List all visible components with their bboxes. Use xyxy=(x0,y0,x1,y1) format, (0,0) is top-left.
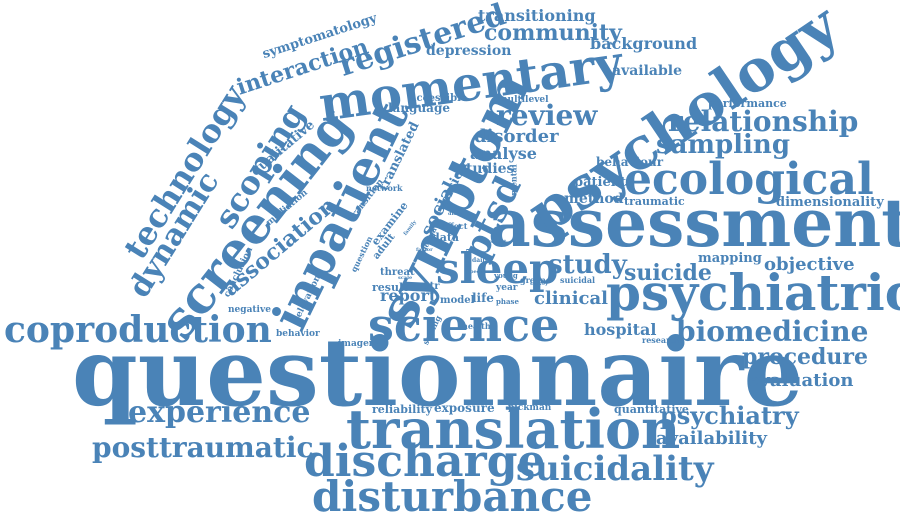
word-coproduction: coproduction xyxy=(4,309,272,351)
word-phase: phase xyxy=(496,297,519,306)
word-reliability: reliability xyxy=(372,403,432,416)
word-result: result xyxy=(372,281,409,294)
word-availability: availability xyxy=(656,428,767,449)
word-scale: scale xyxy=(398,275,413,281)
word-relationship: relationship xyxy=(668,105,859,138)
word-exposure: exposure xyxy=(434,401,495,415)
word-quantitative: quantitative xyxy=(614,403,689,416)
word-hospital: hospital xyxy=(584,320,657,339)
word-report: report xyxy=(380,286,437,305)
word-language: language xyxy=(388,101,450,115)
word-research: research xyxy=(642,335,681,345)
word-biomedicine: biomedicine xyxy=(676,315,869,348)
word-imagery: imagery xyxy=(338,339,379,349)
word-accessible: accessible xyxy=(410,93,468,104)
word-patient: patient xyxy=(574,175,627,190)
word-network: network xyxy=(366,183,403,193)
word-studies: studies xyxy=(458,161,515,177)
word-evaluation: evaluation xyxy=(748,370,854,391)
word-review: review xyxy=(496,99,598,132)
word-threat: threat xyxy=(380,267,415,278)
word-translation: translation xyxy=(346,397,681,461)
word-experience: experience xyxy=(128,395,311,430)
word-behavior: behavior xyxy=(276,329,320,339)
word-questionnaire: questionnaire xyxy=(72,318,804,428)
word-psychiatric: psychiatric xyxy=(606,263,900,322)
word-ecological: ecological xyxy=(624,154,874,205)
word-procedure: procedure xyxy=(742,344,869,370)
word-affect: affect xyxy=(442,221,468,231)
word-psychiatry: psychiatry xyxy=(660,401,799,430)
word-clinical: clinical xyxy=(534,288,609,309)
word-objective: objective xyxy=(764,254,855,275)
word-daily: daily xyxy=(472,257,489,264)
word-model: model xyxy=(440,295,475,306)
word-pickman: pickman xyxy=(508,403,552,413)
word-diary: diary xyxy=(448,211,463,217)
word-traumatic: traumatic xyxy=(624,195,685,208)
word-suicidal: suicidal xyxy=(560,275,596,285)
word-sleep: sleep xyxy=(436,244,559,293)
word-multilevel: multilevel xyxy=(498,95,549,105)
word-behaviour: behaviour xyxy=(596,155,664,169)
word-suicide: suicide xyxy=(624,260,712,286)
word-background: background xyxy=(590,34,698,53)
word-science: science xyxy=(368,298,560,352)
word-young: young xyxy=(494,271,518,280)
word-disturbance: disturbance xyxy=(312,472,593,516)
word-performance: performance xyxy=(708,97,787,110)
word-disorder: disorder xyxy=(474,126,559,147)
word-mapping: mapping xyxy=(698,251,762,266)
word-data: data xyxy=(432,231,460,244)
word-suicidality: suicidality xyxy=(516,449,714,489)
word-posttraumatic: posttraumatic xyxy=(92,431,314,464)
word-peer: peer xyxy=(470,269,483,275)
word-transitioning: transitioning xyxy=(478,6,596,25)
word-greene: greene xyxy=(520,275,551,285)
word-sampling: sampling xyxy=(656,130,791,160)
word-mental: mental xyxy=(508,164,519,196)
word-health: health xyxy=(462,321,491,331)
word-negative: negative xyxy=(228,305,271,315)
word-year: year xyxy=(496,283,518,293)
word-available: available xyxy=(612,63,682,79)
word-dimensionality: dimensionality xyxy=(776,195,884,210)
word-limitation: limitation xyxy=(464,248,472,282)
word-cohort: cohort xyxy=(488,239,507,245)
word-factor: factor xyxy=(416,247,433,253)
word-discharge: discharge xyxy=(304,436,546,487)
word-survey: survey xyxy=(530,281,549,287)
word-assessment: assessment xyxy=(488,184,900,262)
word-community: community xyxy=(484,20,622,46)
word-method: method xyxy=(564,191,624,207)
word-life: life xyxy=(472,291,494,305)
word-study: study xyxy=(548,250,627,280)
word-analyse: analyse xyxy=(470,144,537,163)
word-depression: depression xyxy=(426,43,512,59)
word-str: str xyxy=(424,281,440,292)
